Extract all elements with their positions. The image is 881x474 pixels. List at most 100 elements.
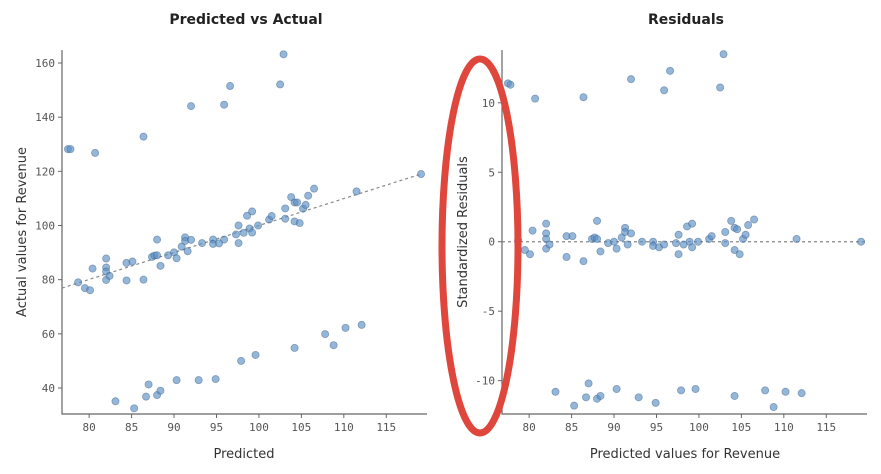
data-point — [237, 356, 246, 365]
data-point — [545, 240, 554, 249]
data-point — [220, 100, 229, 109]
data-point — [857, 237, 866, 246]
data-point — [102, 254, 111, 263]
data-point — [579, 257, 588, 266]
data-point — [716, 83, 725, 92]
y-tick-label: 100 — [35, 220, 55, 233]
data-point — [220, 235, 229, 244]
data-point — [733, 225, 742, 234]
data-point — [694, 237, 703, 246]
data-point — [551, 387, 560, 396]
data-point — [172, 254, 181, 263]
data-point — [750, 215, 759, 224]
data-point — [352, 187, 361, 196]
data-point — [721, 227, 730, 236]
data-point — [211, 375, 220, 384]
data-point — [226, 82, 235, 91]
data-point — [596, 247, 605, 256]
data-point — [66, 145, 75, 154]
y-tick-label: 0 — [488, 236, 495, 249]
data-point — [730, 246, 739, 255]
data-point — [707, 232, 716, 241]
data-point — [310, 184, 319, 193]
data-point — [688, 243, 697, 252]
data-point — [417, 170, 426, 179]
x-tick-label: 80 — [523, 421, 536, 434]
data-point — [144, 380, 153, 389]
data-point — [248, 228, 257, 237]
x-axis-label: Predicted values for Revenue — [590, 447, 780, 462]
data-point — [128, 257, 137, 266]
y-tick-label: 160 — [35, 57, 55, 70]
data-point — [506, 80, 515, 89]
data-point — [153, 251, 162, 260]
y-tick-label: -10 — [475, 375, 495, 388]
x-tick-label: 100 — [689, 421, 709, 434]
x-tick-label: 105 — [731, 421, 751, 434]
predicted-vs-actual-chart: Predicted vs Actual Predicted Actual val… — [15, 12, 427, 462]
data-point — [187, 235, 196, 244]
y-axis-label: Standardized Residuals — [456, 156, 471, 308]
x-tick-label: 110 — [774, 421, 794, 434]
x-tick-label: 95 — [210, 421, 223, 434]
data-point — [251, 350, 260, 359]
y-tick-label: 10 — [482, 97, 495, 110]
highlight-ellipse-annotation — [438, 55, 522, 437]
data-point — [281, 214, 290, 223]
data-point — [531, 94, 540, 103]
data-point — [248, 207, 257, 216]
data-point — [677, 386, 686, 395]
x-tick-label: 115 — [816, 421, 836, 434]
data-point — [91, 148, 100, 157]
data-point — [194, 376, 203, 385]
data-point — [660, 240, 669, 249]
data-point — [596, 391, 605, 400]
y-tick-label: -5 — [482, 305, 495, 318]
data-point — [130, 404, 139, 413]
data-point — [623, 240, 632, 249]
data-point — [744, 221, 753, 230]
data-point — [301, 200, 310, 209]
data-point — [172, 376, 181, 385]
data-point — [198, 239, 207, 248]
data-point — [139, 275, 148, 284]
data-point — [341, 323, 350, 332]
data-point — [239, 228, 248, 237]
data-point — [234, 221, 243, 230]
y-tick-label: 60 — [42, 328, 55, 341]
x-tick-label: 110 — [334, 421, 354, 434]
data-point — [674, 230, 683, 239]
data-point — [719, 50, 728, 59]
data-point — [721, 239, 730, 248]
x-tick-label: 95 — [650, 421, 663, 434]
data-point — [88, 264, 97, 273]
data-point — [638, 237, 647, 246]
x-tick-label: 90 — [167, 421, 180, 434]
x-tick-label: 115 — [376, 421, 396, 434]
data-point — [105, 271, 114, 280]
data-point — [741, 230, 750, 239]
data-point — [243, 211, 252, 220]
data-point — [122, 276, 131, 285]
y-tick-label: 40 — [42, 382, 55, 395]
data-point — [579, 93, 588, 102]
y-tick-label: 140 — [35, 111, 55, 124]
data-point — [111, 397, 120, 406]
data-point — [610, 237, 619, 246]
data-point — [672, 239, 681, 248]
data-point — [153, 235, 162, 244]
x-tick-label: 85 — [565, 421, 578, 434]
data-point — [293, 198, 302, 207]
data-point — [329, 341, 338, 350]
data-point — [183, 247, 192, 256]
data-point — [276, 80, 285, 89]
data-point — [651, 398, 660, 407]
data-point — [593, 216, 602, 225]
data-point — [156, 386, 165, 395]
data-point — [254, 221, 263, 230]
data-point — [528, 226, 537, 235]
y-axis-label: Actual values for Revenue — [15, 147, 30, 317]
chart-title: Residuals — [648, 12, 724, 28]
data-point — [660, 86, 669, 95]
